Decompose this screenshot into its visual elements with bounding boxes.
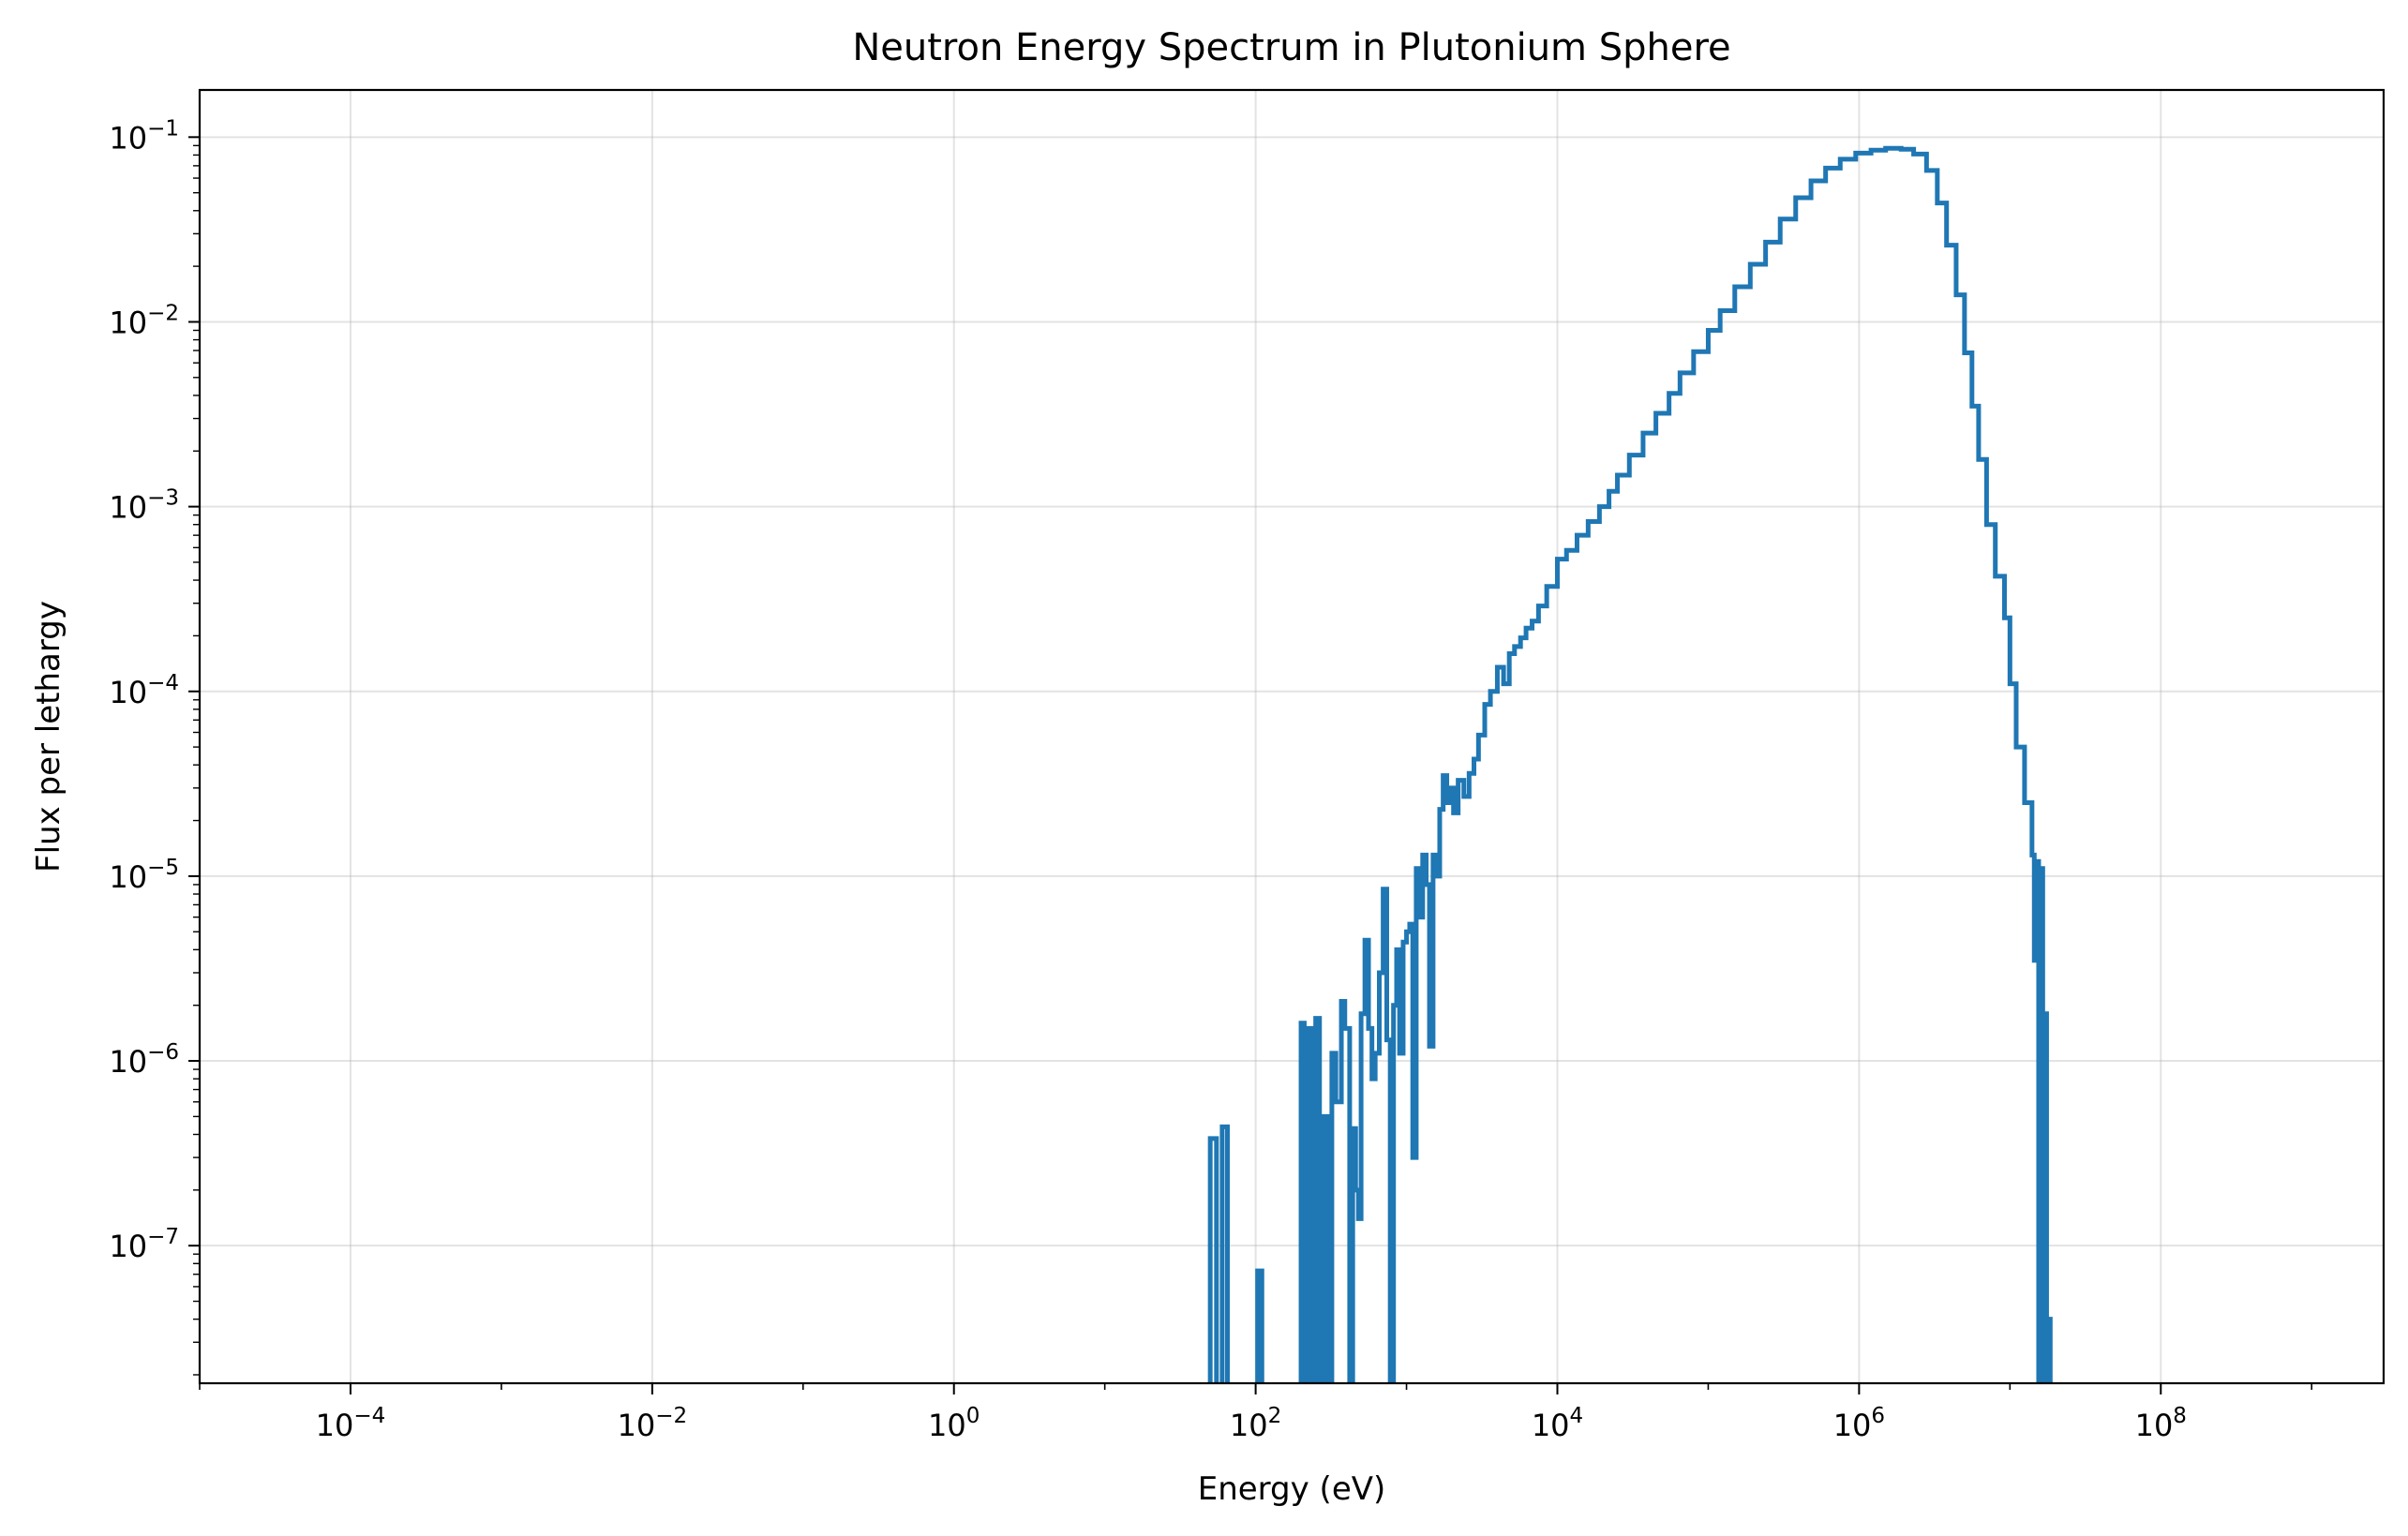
y-axis-ticks: 10−1 10−2 10−3 10−4 10−5 10−6 10−7 xyxy=(109,116,200,1376)
y-tick-label: 10−7 xyxy=(109,1225,179,1264)
plot-frame xyxy=(198,88,2386,1385)
x-tick-label: 100 xyxy=(928,1404,980,1443)
y-tick-label: 10−6 xyxy=(109,1040,179,1080)
y-tick-label: 10−1 xyxy=(109,116,179,156)
y-axis-label: Flux per lethargy xyxy=(30,601,67,872)
series-layer xyxy=(1207,145,2053,1383)
x-axis-label: Energy (eV) xyxy=(1198,1470,1386,1508)
x-tick-label: 108 xyxy=(2135,1404,2187,1443)
y-tick-label: 10−2 xyxy=(109,301,179,340)
x-tick-label: 10−2 xyxy=(618,1404,688,1443)
y-tick-label: 10−3 xyxy=(109,486,179,526)
x-tick-label: 104 xyxy=(1532,1404,1583,1443)
spectrum-line xyxy=(1207,145,2053,1383)
x-axis-ticks: 10−4 10−2 100 102 104 106 108 xyxy=(199,1383,2313,1443)
grid xyxy=(200,90,2384,1383)
y-tick-label: 10−4 xyxy=(109,671,179,710)
x-tick-label: 106 xyxy=(1833,1404,1885,1443)
x-tick-label: 102 xyxy=(1230,1404,1281,1443)
y-tick-label: 10−5 xyxy=(109,856,179,895)
x-tick-label: 10−4 xyxy=(316,1404,386,1443)
chart-title: Neutron Energy Spectrum in Plutonium Sph… xyxy=(852,26,1730,69)
